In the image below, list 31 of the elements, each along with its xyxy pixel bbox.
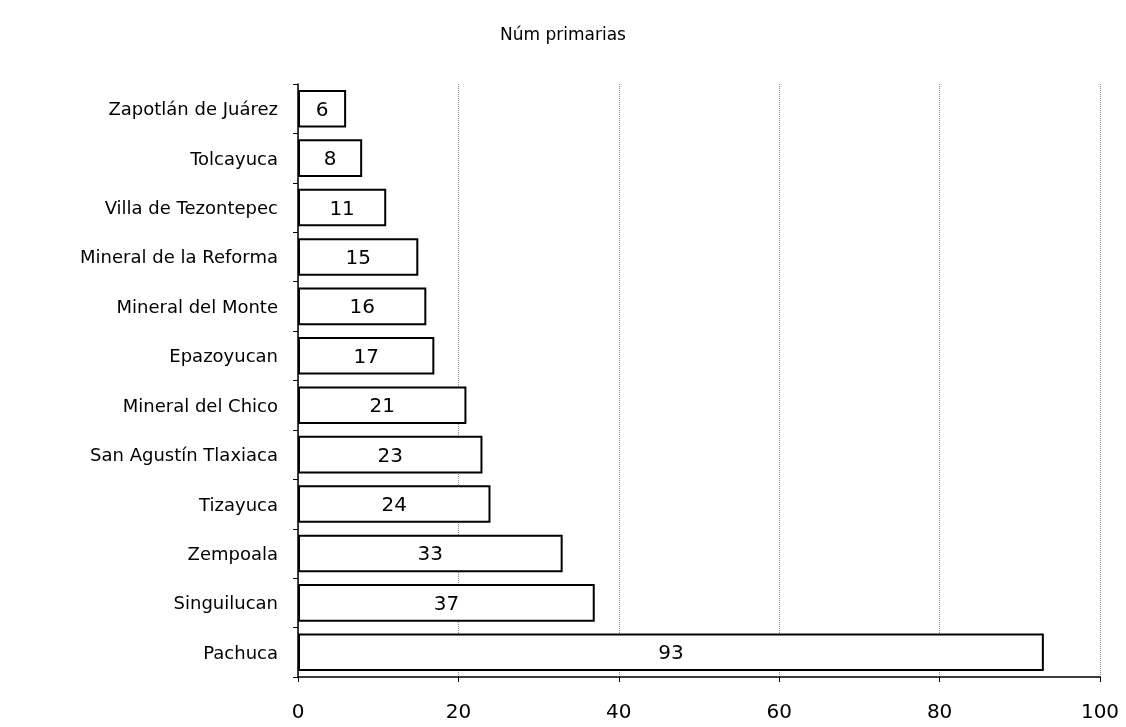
data-label: 8 [323,146,337,171]
x-tick-label: 100 [1080,699,1120,723]
y-tick-label: Tolcayuca [189,147,278,169]
y-tick-label: Villa de Tezontepec [104,197,278,219]
chart-title: Núm primarias [500,23,627,44]
data-label: 15 [345,244,371,269]
data-label: 93 [658,640,684,665]
y-tick-label: Epazoyucan [169,345,278,367]
x-tick-label: 40 [606,699,632,723]
y-tick-label: Mineral de la Reforma [80,246,278,268]
y-tick-label: Mineral del Monte [116,295,278,317]
data-label: 17 [353,343,379,368]
x-tick-label: 20 [445,699,472,723]
y-tick-label: Tizayuca [198,493,278,515]
x-tick-label: 0 [291,699,305,723]
data-label: 33 [417,541,444,566]
data-label: 16 [349,294,375,319]
y-tick-label: Zempoala [187,542,278,564]
y-tick-label: San Agustín Tlaxiaca [90,444,278,466]
y-tick-label: Pachuca [203,641,278,663]
data-label: 24 [381,492,407,517]
data-label: 11 [329,195,355,220]
data-label: 6 [315,96,329,121]
y-tick-label: Singuilucan [173,592,278,614]
data-label: 23 [377,442,403,467]
y-tick-label: Zapotlán de Juárez [108,98,278,120]
x-tick-label: 80 [926,699,953,723]
data-label: 21 [369,393,395,418]
x-tick-label: 60 [766,699,792,723]
data-label: 37 [433,590,460,615]
y-tick-label: Mineral del Chico [122,394,278,416]
